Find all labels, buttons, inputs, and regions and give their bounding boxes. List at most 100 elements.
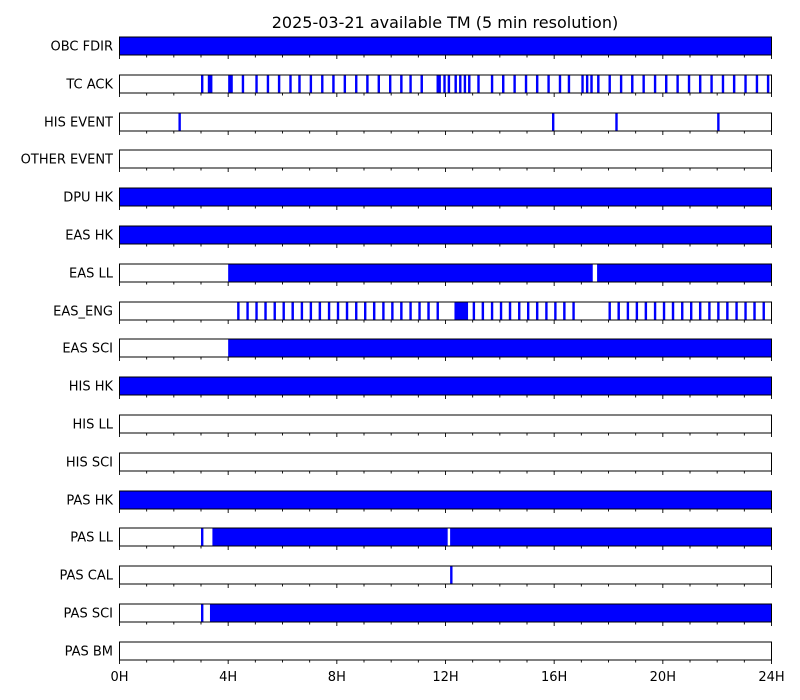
row-label: HIS EVENT bbox=[44, 116, 113, 131]
availability-interval bbox=[468, 75, 471, 93]
availability-interval bbox=[309, 75, 313, 93]
availability-interval bbox=[581, 75, 584, 93]
availability-interval bbox=[499, 302, 503, 320]
availability-interval bbox=[545, 302, 548, 320]
availability-interval bbox=[477, 75, 480, 93]
availability-interval bbox=[201, 75, 204, 93]
availability-interval bbox=[502, 75, 505, 93]
availability-interval bbox=[615, 113, 618, 131]
availability-interval bbox=[459, 75, 462, 93]
availability-interval bbox=[726, 302, 729, 320]
availability-interval bbox=[209, 604, 772, 622]
availability-interval bbox=[228, 339, 772, 357]
availability-interval bbox=[572, 302, 575, 320]
row-label: EAS LL bbox=[69, 267, 114, 282]
availability-interval bbox=[454, 75, 457, 93]
availability-interval bbox=[717, 302, 720, 320]
availability-interval bbox=[321, 75, 324, 93]
availability-interval bbox=[508, 302, 512, 320]
availability-interval bbox=[436, 75, 441, 93]
availability-interval bbox=[298, 75, 301, 93]
timeline-row: TC ACK bbox=[65, 74, 772, 97]
availability-interval bbox=[400, 75, 403, 93]
availability-interval bbox=[309, 302, 313, 320]
availability-interval bbox=[762, 302, 765, 320]
availability-interval bbox=[710, 75, 713, 93]
availability-interval bbox=[690, 302, 693, 320]
availability-interval bbox=[343, 75, 347, 93]
timeline-row: PAS BM bbox=[65, 641, 772, 664]
row-label: HIS SCI bbox=[66, 456, 113, 471]
availability-interval bbox=[119, 188, 772, 206]
availability-interval bbox=[535, 302, 539, 320]
availability-interval bbox=[735, 302, 738, 320]
availability-interval bbox=[687, 75, 691, 93]
availability-interval bbox=[585, 75, 589, 93]
timeline-row: EAS_ENG bbox=[53, 301, 772, 324]
availability-interval bbox=[766, 75, 770, 93]
availability-interval bbox=[427, 302, 430, 320]
availability-interval bbox=[626, 302, 630, 320]
availability-interval bbox=[524, 75, 528, 93]
availability-interval bbox=[207, 75, 213, 93]
availability-interval bbox=[178, 113, 181, 131]
availability-interval bbox=[345, 302, 349, 320]
availability-interval bbox=[717, 113, 720, 131]
availability-interval bbox=[554, 302, 557, 320]
availability-interval bbox=[635, 302, 639, 320]
availability-interval bbox=[266, 75, 270, 93]
availability-interval bbox=[201, 604, 204, 622]
x-tick-label: 16H bbox=[541, 670, 567, 685]
availability-interval bbox=[237, 302, 240, 320]
availability-interval bbox=[481, 302, 485, 320]
availability-interval bbox=[608, 75, 611, 93]
availability-interval bbox=[644, 302, 648, 320]
timeline-row: HIS LL bbox=[73, 414, 772, 437]
availability-interval bbox=[443, 75, 446, 93]
availability-interval bbox=[547, 75, 550, 93]
availability-interval bbox=[447, 75, 451, 93]
availability-interval bbox=[264, 302, 267, 320]
row-label: PAS BM bbox=[65, 645, 113, 660]
availability-interval bbox=[708, 302, 711, 320]
row-label: EAS_ENG bbox=[53, 305, 113, 320]
x-axis: 0H 4H 8H 12H 16H 20H 24H bbox=[110, 670, 784, 685]
availability-interval bbox=[490, 75, 494, 93]
availability-interval bbox=[597, 264, 772, 282]
x-tick-label: 8H bbox=[328, 670, 346, 685]
row-label: TC ACK bbox=[65, 78, 113, 93]
chart-rows: OBC FDIR TC ACK HIS EVENT OTHER EVENT DPU HK… bbox=[21, 36, 772, 664]
row-label: DPU HK bbox=[63, 191, 113, 206]
availability-interval bbox=[676, 75, 679, 93]
availability-interval bbox=[563, 302, 566, 320]
availability-interval bbox=[282, 302, 285, 320]
availability-interval bbox=[228, 75, 233, 93]
row-frame bbox=[119, 149, 772, 169]
row-label: PAS CAL bbox=[60, 569, 114, 584]
availability-interval bbox=[119, 377, 772, 395]
availability-interval bbox=[472, 302, 476, 320]
availability-interval bbox=[590, 75, 593, 93]
row-label: PAS HK bbox=[66, 494, 113, 509]
availability-interval bbox=[732, 75, 736, 93]
availability-interval bbox=[289, 75, 292, 93]
row-label: HIS LL bbox=[73, 418, 114, 433]
availability-interval bbox=[273, 302, 276, 320]
availability-interval bbox=[653, 75, 657, 93]
availability-interval bbox=[377, 75, 380, 93]
availability-interval bbox=[201, 528, 204, 546]
availability-interval bbox=[535, 75, 539, 93]
availability-interval bbox=[490, 302, 494, 320]
availability-interval bbox=[332, 75, 335, 93]
availability-interval bbox=[608, 302, 611, 320]
timeline-row: HIS HK bbox=[69, 376, 772, 399]
availability-interval bbox=[366, 75, 369, 93]
availability-interval bbox=[318, 302, 322, 320]
availability-interval bbox=[617, 302, 620, 320]
availability-interval bbox=[463, 75, 467, 93]
availability-interval bbox=[721, 75, 725, 93]
availability-interval bbox=[454, 302, 469, 320]
row-frame bbox=[119, 452, 772, 472]
availability-interval bbox=[642, 75, 645, 93]
